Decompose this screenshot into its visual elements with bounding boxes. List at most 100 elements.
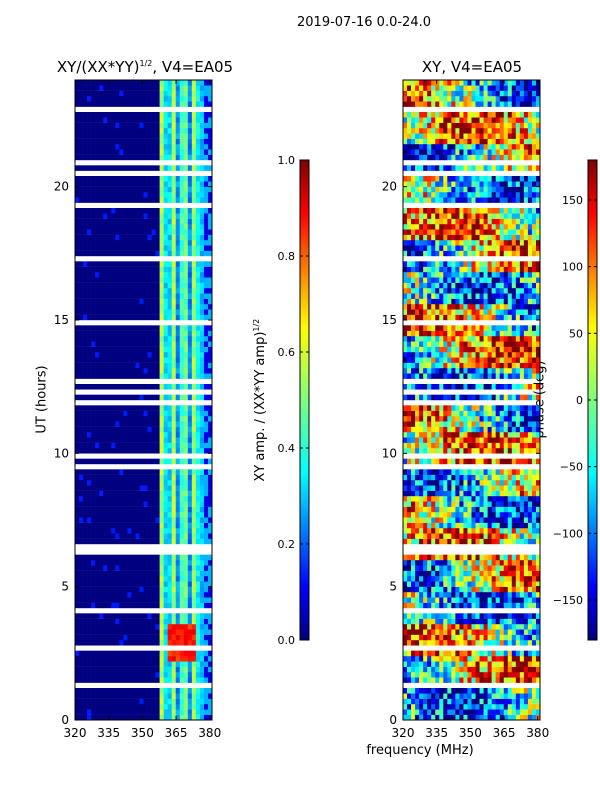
heatmap-cell (411, 485, 416, 491)
heatmap-cell (99, 517, 104, 523)
heatmap-cell (199, 101, 205, 107)
heatmap-cell (127, 165, 132, 171)
heatmap-cell (167, 650, 173, 657)
heatmap-cell (207, 442, 213, 449)
heatmap-cell (111, 245, 116, 251)
heatmap-cell (415, 490, 420, 497)
heatmap-cell (111, 186, 116, 193)
heatmap-cell (91, 437, 96, 443)
heatmap-cell (155, 480, 160, 486)
heatmap-cell (475, 501, 480, 507)
heatmap-cell (79, 560, 84, 566)
heatmap-cell (107, 122, 112, 129)
heatmap-cell (175, 384, 181, 390)
heatmap-cell (451, 485, 456, 491)
heatmap-cell (195, 325, 201, 331)
heatmap-cell (531, 698, 537, 705)
heatmap-cell (107, 229, 112, 235)
heatmap-cell (127, 421, 132, 427)
heatmap-cell (127, 565, 132, 571)
heatmap-cell (115, 352, 120, 358)
heatmap-cell (179, 597, 185, 603)
heatmap-cell (87, 133, 92, 139)
heatmap-cell (411, 522, 416, 529)
heatmap-cell (171, 314, 177, 321)
heatmap-cell (495, 709, 501, 715)
heatmap-cell (183, 261, 189, 267)
heatmap-cell (99, 325, 104, 331)
heatmap-cell (127, 570, 132, 577)
heatmap-cell (423, 661, 428, 667)
heatmap-cell (143, 336, 148, 342)
heatmap-cell (475, 512, 480, 518)
heatmap-cell (203, 496, 209, 502)
heatmap-cell (415, 538, 420, 545)
heatmap-cell (135, 522, 140, 529)
heatmap-cell (111, 240, 116, 246)
heatmap-cell (491, 533, 496, 539)
heatmap-cell (123, 714, 128, 721)
heatmap-cell (159, 672, 164, 678)
heatmap-cell (199, 432, 205, 438)
heatmap-cell (523, 602, 529, 609)
heatmap-cell (115, 282, 120, 289)
heatmap-cell (107, 554, 112, 561)
heatmap-cell (471, 480, 476, 486)
heatmap-cell (107, 490, 112, 497)
heatmap-cell (187, 613, 193, 619)
heatmap-cell (507, 704, 513, 710)
heatmap-cell (127, 666, 132, 673)
heatmap-cell (439, 613, 444, 619)
heatmap-cell (447, 538, 452, 545)
heatmap-cell (179, 480, 185, 486)
heatmap-cell (99, 96, 104, 102)
heatmap-cell (479, 496, 484, 502)
heatmap-cell (511, 661, 517, 667)
heatmap-cell (455, 528, 460, 534)
heatmap-cell (159, 282, 164, 289)
heatmap-cell (83, 688, 88, 694)
heatmap-cell (135, 677, 140, 683)
heatmap-cell (95, 234, 100, 241)
heatmap-cell (103, 384, 108, 390)
heatmap-cell (443, 714, 448, 721)
heatmap-cell (151, 432, 156, 438)
heatmap-cell (103, 117, 108, 123)
heatmap-cell (131, 362, 136, 369)
heatmap-cell (155, 474, 160, 481)
heatmap-cell (199, 282, 205, 289)
heatmap-cell (203, 656, 209, 662)
heatmap-cell (163, 314, 168, 321)
heatmap-cell (435, 640, 440, 646)
heatmap-cell (107, 506, 112, 513)
heatmap-cell (431, 570, 436, 577)
heatmap-cell (191, 261, 197, 267)
heatmap-cell (159, 373, 164, 379)
heatmap-cell (151, 341, 156, 347)
heatmap-cell (143, 346, 148, 353)
heatmap-cell (167, 656, 173, 662)
heatmap-cell (435, 613, 440, 619)
heatmap-cell (111, 501, 116, 507)
heatmap-cell (175, 554, 181, 561)
heatmap-cell (127, 672, 132, 678)
heatmap-cell (95, 357, 100, 363)
heatmap-cell (183, 362, 189, 369)
heatmap-cell (471, 634, 476, 641)
heatmap-cell (207, 496, 213, 502)
heatmap-cell (83, 677, 88, 683)
heatmap-cell (163, 250, 168, 257)
heatmap-cell (99, 352, 104, 358)
heatmap-cell (159, 698, 164, 705)
heatmap-cell (207, 128, 213, 134)
heatmap-cell (75, 565, 80, 571)
heatmap-cell (135, 192, 140, 198)
heatmap-cell (419, 469, 424, 475)
heatmap-cell (207, 208, 213, 214)
heatmap-cell (123, 586, 128, 593)
heatmap-cell (95, 496, 100, 502)
heatmap-cell (191, 218, 197, 225)
heatmap-cell (495, 613, 501, 619)
heatmap-cell (119, 208, 124, 214)
heatmap-cell (115, 688, 120, 694)
